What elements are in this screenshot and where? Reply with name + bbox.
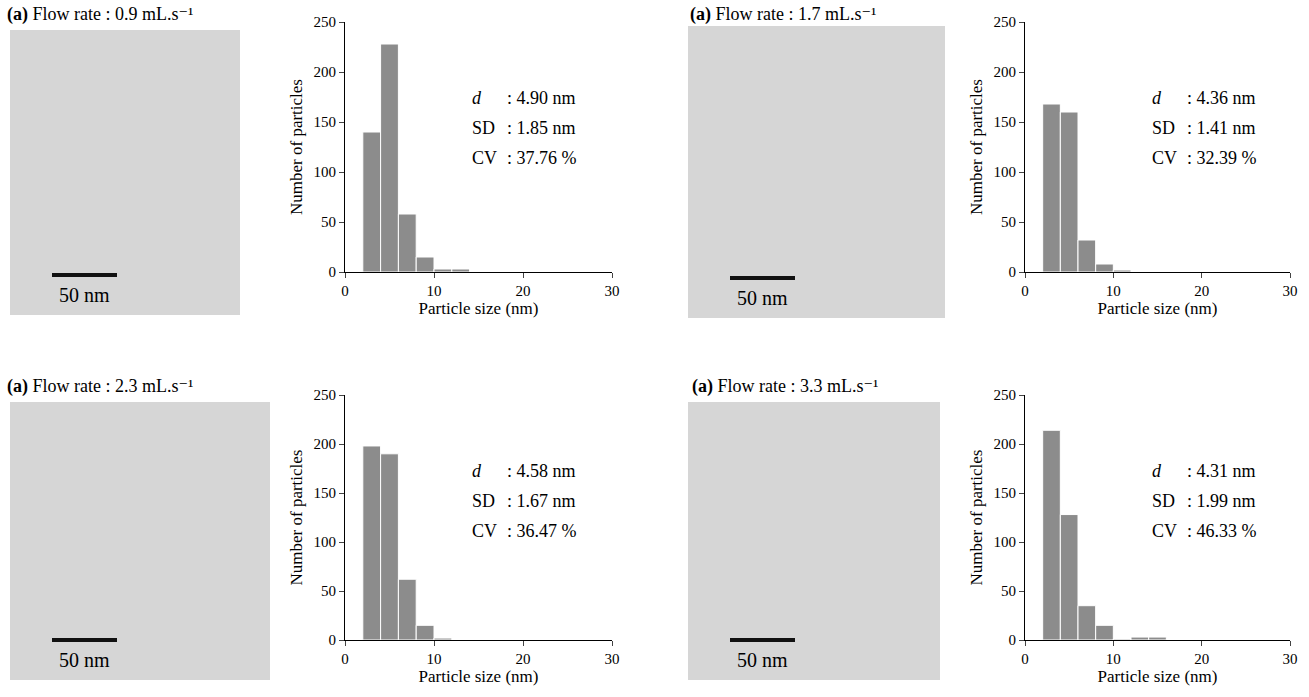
svg-text:Number of particles: Number of particles (287, 450, 306, 586)
svg-text:(a) Flow rate : 3.3 mL.s⁻¹: (a) Flow rate : 3.3 mL.s⁻¹ (692, 376, 878, 397)
svg-text:SD: SD (472, 118, 495, 138)
svg-text:50 nm: 50 nm (59, 649, 110, 671)
svg-text:0: 0 (329, 632, 337, 648)
svg-text:: 1.41 nm: : 1.41 nm (1187, 118, 1256, 138)
svg-text:Particle size (nm): Particle size (nm) (1098, 299, 1218, 318)
svg-text:d: d (472, 88, 482, 108)
svg-text:20: 20 (1194, 283, 1209, 299)
svg-text:Particle size (nm): Particle size (nm) (419, 667, 539, 686)
svg-text:150: 150 (994, 485, 1017, 501)
svg-text:50 nm: 50 nm (737, 287, 788, 309)
svg-text:250: 250 (314, 14, 337, 30)
svg-text:10: 10 (427, 651, 442, 667)
svg-text:30: 30 (605, 651, 620, 667)
svg-text:50: 50 (1001, 583, 1016, 599)
svg-text:d: d (472, 461, 482, 481)
svg-text:250: 250 (994, 14, 1017, 30)
svg-text:Number of particles: Number of particles (967, 450, 986, 586)
svg-text:50: 50 (321, 583, 336, 599)
svg-text:20: 20 (516, 283, 531, 299)
svg-text:0: 0 (1021, 283, 1029, 299)
svg-text:100: 100 (994, 534, 1017, 550)
svg-text:150: 150 (314, 485, 337, 501)
svg-text:: 4.90 nm: : 4.90 nm (507, 88, 576, 108)
svg-text:: 1.99 nm: : 1.99 nm (1187, 491, 1256, 511)
svg-text:100: 100 (994, 164, 1017, 180)
svg-text:10: 10 (1106, 651, 1121, 667)
svg-text:100: 100 (314, 534, 337, 550)
svg-text:CV: CV (472, 521, 497, 541)
svg-text:: 46.33 %: : 46.33 % (1187, 521, 1257, 541)
svg-text:150: 150 (994, 114, 1017, 130)
svg-text:: 32.39 %: : 32.39 % (1187, 148, 1257, 168)
svg-text:0: 0 (1009, 632, 1017, 648)
svg-text:250: 250 (994, 387, 1017, 403)
svg-text:0: 0 (341, 283, 349, 299)
svg-text:100: 100 (314, 164, 337, 180)
svg-text:0: 0 (1009, 264, 1017, 280)
svg-text:0: 0 (341, 651, 349, 667)
svg-text:(a) Flow rate : 2.3 mL.s⁻¹: (a) Flow rate : 2.3 mL.s⁻¹ (7, 376, 193, 397)
svg-text:: 36.47 %: : 36.47 % (507, 521, 577, 541)
svg-text:SD: SD (1152, 118, 1175, 138)
svg-text:0: 0 (329, 264, 337, 280)
svg-text:200: 200 (314, 436, 337, 452)
svg-text:30: 30 (1283, 283, 1298, 299)
svg-text:20: 20 (1194, 651, 1209, 667)
svg-text:(a) Flow rate : 1.7 mL.s⁻¹: (a) Flow rate : 1.7 mL.s⁻¹ (690, 4, 876, 25)
svg-text:d: d (1152, 461, 1162, 481)
svg-text:Number of particles: Number of particles (967, 79, 986, 215)
svg-text:: 1.67 nm: : 1.67 nm (507, 491, 576, 511)
svg-text:: 4.31 nm: : 4.31 nm (1187, 461, 1256, 481)
svg-text:20: 20 (516, 651, 531, 667)
svg-text:10: 10 (1106, 283, 1121, 299)
svg-text:200: 200 (994, 64, 1017, 80)
svg-text:0: 0 (1021, 651, 1029, 667)
svg-text:: 37.76 %: : 37.76 % (507, 148, 577, 168)
svg-text:(a) Flow rate : 0.9 mL.s⁻¹: (a) Flow rate : 0.9 mL.s⁻¹ (7, 4, 193, 25)
svg-text:10: 10 (427, 283, 442, 299)
svg-text:d: d (1152, 88, 1162, 108)
svg-text:250: 250 (314, 387, 337, 403)
svg-text:50 nm: 50 nm (737, 649, 788, 671)
svg-text:: 4.36 nm: : 4.36 nm (1187, 88, 1256, 108)
svg-text:30: 30 (605, 283, 620, 299)
svg-text:SD: SD (472, 491, 495, 511)
svg-text:Particle size (nm): Particle size (nm) (1098, 667, 1218, 686)
svg-text:Number of particles: Number of particles (287, 79, 306, 215)
svg-text:: 4.58 nm: : 4.58 nm (507, 461, 576, 481)
svg-text:50 nm: 50 nm (59, 284, 110, 306)
svg-text:CV: CV (1152, 521, 1177, 541)
svg-text:Particle size (nm): Particle size (nm) (419, 299, 539, 318)
svg-text:SD: SD (1152, 491, 1175, 511)
svg-text:150: 150 (314, 114, 337, 130)
svg-text:50: 50 (1001, 214, 1016, 230)
svg-text:200: 200 (994, 436, 1017, 452)
svg-text:50: 50 (321, 214, 336, 230)
svg-text:CV: CV (1152, 148, 1177, 168)
svg-text:CV: CV (472, 148, 497, 168)
svg-text:200: 200 (314, 64, 337, 80)
svg-text:30: 30 (1283, 651, 1298, 667)
svg-text:: 1.85 nm: : 1.85 nm (507, 118, 576, 138)
